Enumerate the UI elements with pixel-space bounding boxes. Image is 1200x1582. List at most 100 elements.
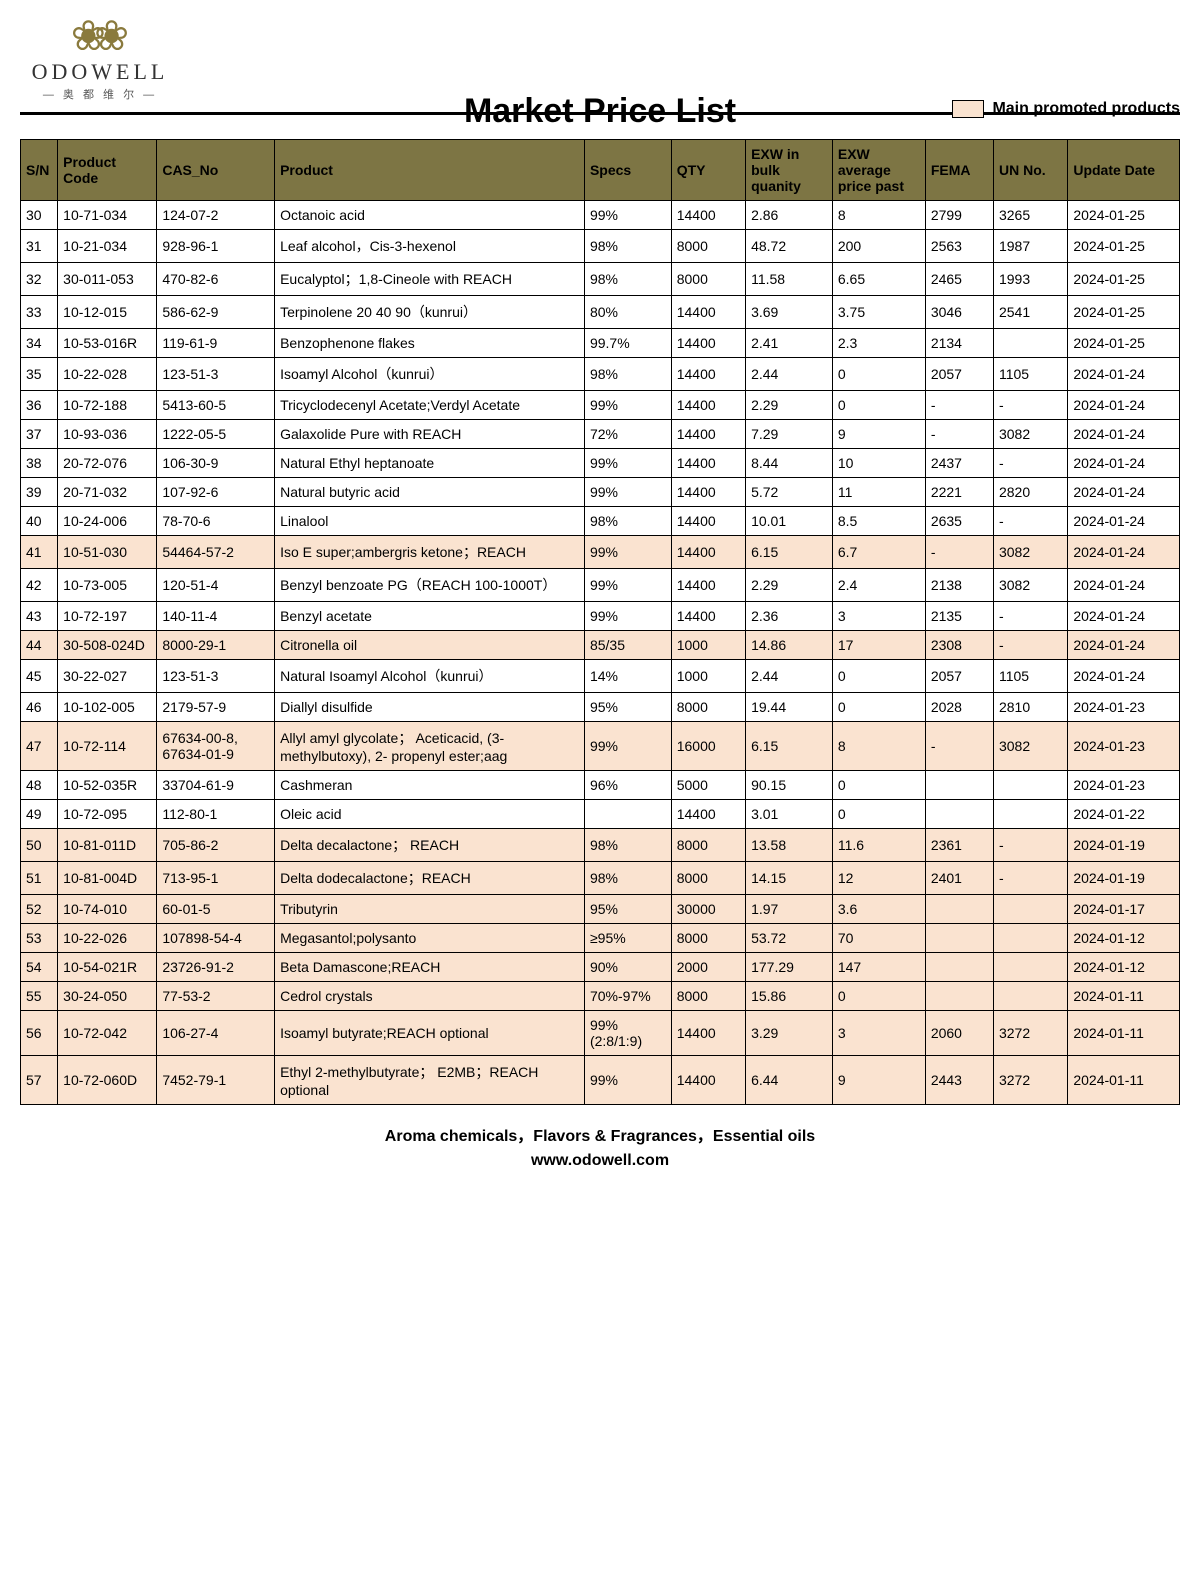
- cell-code: 10-21-034: [58, 230, 157, 263]
- cell-product: Benzyl benzoate PG（REACH 100-1000T）: [275, 569, 585, 602]
- cell-fema: 2308: [925, 631, 993, 660]
- cell-specs: 99%: [584, 449, 671, 478]
- cell-cas: 5413-60-5: [157, 391, 275, 420]
- cell-avg: 2.3: [832, 329, 925, 358]
- cell-cas: 78-70-6: [157, 507, 275, 536]
- cell-un: -: [993, 507, 1067, 536]
- cell-date: 2024-01-25: [1068, 329, 1180, 358]
- cell-un: -: [993, 862, 1067, 895]
- cell-specs: 85/35: [584, 631, 671, 660]
- cell-fema: 2221: [925, 478, 993, 507]
- cell-fema: [925, 771, 993, 800]
- cell-fema: -: [925, 420, 993, 449]
- cell-un: 3082: [993, 536, 1067, 569]
- cell-avg: 0: [832, 771, 925, 800]
- cell-product: Terpinolene 20 40 90（kunrui）: [275, 296, 585, 329]
- cell-un: [993, 924, 1067, 953]
- table-row: 4710-72-11467634-00-8, 67634-01-9Allyl a…: [21, 722, 1180, 771]
- cell-code: 30-508-024D: [58, 631, 157, 660]
- cell-qty: 14400: [671, 536, 745, 569]
- cell-un: 2810: [993, 693, 1067, 722]
- cell-code: 10-81-011D: [58, 829, 157, 862]
- cell-date: 2024-01-24: [1068, 631, 1180, 660]
- cell-specs: 98%: [584, 358, 671, 391]
- cell-qty: 1000: [671, 631, 745, 660]
- cell-un: 3265: [993, 201, 1067, 230]
- table-row: 3510-22-028123-51-3Isoamyl Alcohol（kunru…: [21, 358, 1180, 391]
- cell-cas: 67634-00-8, 67634-01-9: [157, 722, 275, 771]
- cell-qty: 14400: [671, 1011, 745, 1056]
- cell-code: 10-72-188: [58, 391, 157, 420]
- cell-code: 10-72-114: [58, 722, 157, 771]
- cell-product: Allyl amyl glycolate； Aceticacid, (3-met…: [275, 722, 585, 771]
- cell-bulk: 177.29: [746, 953, 833, 982]
- cell-cas: 470-82-6: [157, 263, 275, 296]
- cell-sn: 38: [21, 449, 58, 478]
- col-header: S/N: [21, 140, 58, 201]
- cell-code: 10-24-006: [58, 507, 157, 536]
- cell-date: 2024-01-11: [1068, 982, 1180, 1011]
- cell-fema: -: [925, 391, 993, 420]
- table-row: 3820-72-076106-30-9Natural Ethyl heptano…: [21, 449, 1180, 478]
- cell-bulk: 14.86: [746, 631, 833, 660]
- cell-qty: 14400: [671, 358, 745, 391]
- cell-sn: 52: [21, 895, 58, 924]
- cell-un: -: [993, 602, 1067, 631]
- cell-fema: [925, 982, 993, 1011]
- table-head: S/NProduct CodeCAS_NoProductSpecsQTYEXW …: [21, 140, 1180, 201]
- cell-fema: 2057: [925, 358, 993, 391]
- cell-avg: 8: [832, 722, 925, 771]
- cell-sn: 50: [21, 829, 58, 862]
- cell-cas: 928-96-1: [157, 230, 275, 263]
- cell-avg: 147: [832, 953, 925, 982]
- cell-date: 2024-01-25: [1068, 296, 1180, 329]
- cell-code: 20-72-076: [58, 449, 157, 478]
- cell-code: 10-22-026: [58, 924, 157, 953]
- cell-un: 2541: [993, 296, 1067, 329]
- cell-un: 3082: [993, 569, 1067, 602]
- cell-code: 10-52-035R: [58, 771, 157, 800]
- cell-specs: 90%: [584, 953, 671, 982]
- cell-specs: 80%: [584, 296, 671, 329]
- cell-bulk: 2.29: [746, 569, 833, 602]
- cell-cas: 2179-57-9: [157, 693, 275, 722]
- cell-bulk: 15.86: [746, 982, 833, 1011]
- cell-bulk: 6.44: [746, 1056, 833, 1105]
- cell-product: Megasantol;polysanto: [275, 924, 585, 953]
- cell-fema: 2437: [925, 449, 993, 478]
- cell-cas: 106-30-9: [157, 449, 275, 478]
- cell-code: 10-102-005: [58, 693, 157, 722]
- cell-sn: 44: [21, 631, 58, 660]
- cell-bulk: 3.01: [746, 800, 833, 829]
- cell-bulk: 53.72: [746, 924, 833, 953]
- cell-fema: 2134: [925, 329, 993, 358]
- cell-specs: 70%-97%: [584, 982, 671, 1011]
- cell-product: Tricyclodecenyl Acetate;Verdyl Acetate: [275, 391, 585, 420]
- cell-fema: -: [925, 536, 993, 569]
- cell-fema: [925, 953, 993, 982]
- cell-cas: 107-92-6: [157, 478, 275, 507]
- cell-bulk: 90.15: [746, 771, 833, 800]
- cell-cas: 60-01-5: [157, 895, 275, 924]
- cell-specs: 72%: [584, 420, 671, 449]
- legend: Main promoted products: [952, 100, 1180, 118]
- cell-product: Delta decalactone； REACH: [275, 829, 585, 862]
- col-header: Product: [275, 140, 585, 201]
- cell-un: [993, 982, 1067, 1011]
- cell-cas: 123-51-3: [157, 358, 275, 391]
- cell-product: Octanoic acid: [275, 201, 585, 230]
- cell-specs: 98%: [584, 829, 671, 862]
- cell-qty: 14400: [671, 800, 745, 829]
- cell-specs: 99%: [584, 1056, 671, 1105]
- cell-sn: 51: [21, 862, 58, 895]
- cell-un: 1987: [993, 230, 1067, 263]
- cell-specs: 99%: [584, 569, 671, 602]
- cell-sn: 53: [21, 924, 58, 953]
- cell-qty: 2000: [671, 953, 745, 982]
- cell-fema: 2028: [925, 693, 993, 722]
- cell-code: 10-53-016R: [58, 329, 157, 358]
- cell-sn: 35: [21, 358, 58, 391]
- table-row: 3410-53-016R119-61-9Benzophenone flakes9…: [21, 329, 1180, 358]
- cell-code: 10-71-034: [58, 201, 157, 230]
- cell-product: Diallyl disulfide: [275, 693, 585, 722]
